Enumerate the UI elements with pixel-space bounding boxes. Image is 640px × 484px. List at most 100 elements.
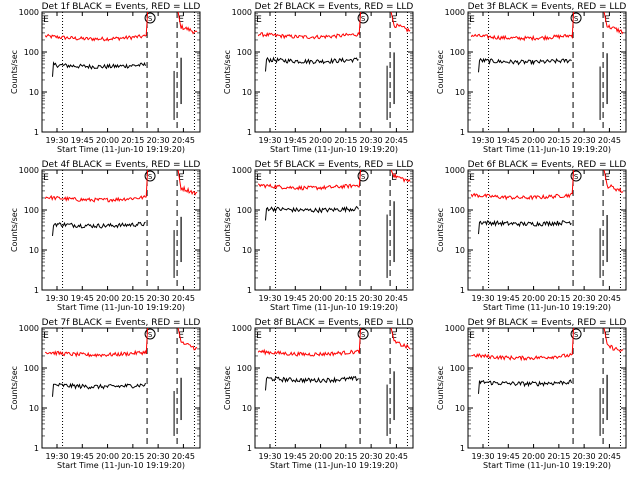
plot-frame <box>254 11 414 133</box>
lld-series-line <box>44 327 149 358</box>
y-tick-label: 1000 <box>445 324 465 333</box>
y-tick-label: 1 <box>34 128 39 137</box>
panel-title: Det 5f BLACK = Events, RED = LLD <box>255 160 414 170</box>
x-axis-label: Start Time (11-Jun-10 19:19:20) <box>270 303 398 312</box>
saa-marker-circle <box>570 170 582 182</box>
y-tick-label: 100 <box>24 364 39 373</box>
y-tick-label: 1 <box>247 128 252 137</box>
y-tick-label: 100 <box>237 48 252 57</box>
y-tick-label: 100 <box>24 48 39 57</box>
y-tick-label: 10 <box>455 404 465 413</box>
corner-marker-label: E <box>469 331 475 341</box>
plot-frame <box>467 169 627 291</box>
eclipse-marker-label: E <box>178 331 184 341</box>
lld-series-line <box>44 11 149 42</box>
y-axis-label: Counts/sec <box>10 366 19 410</box>
y-axis-label: Counts/sec <box>436 50 445 94</box>
corner-marker-label: E <box>43 173 49 183</box>
x-tick-label: 20:00 <box>309 294 332 303</box>
panel-5: Det 5f BLACK = Events, RED = LLD 1 10 100 10… <box>223 160 414 312</box>
y-tick-label: 100 <box>237 364 252 373</box>
eclipse-marker-label: E <box>391 331 397 341</box>
y-tick-label: 10 <box>242 404 252 413</box>
x-axis-label: Start Time (11-Jun-10 19:19:20) <box>483 145 611 154</box>
x-tick-label: 20:15 <box>334 294 357 303</box>
x-tick-label: 20:30 <box>360 136 383 145</box>
plot-frame <box>41 327 201 449</box>
panel-1: Det 1f BLACK = Events, RED = LLD 1 10 100 10… <box>10 2 201 154</box>
panel-title: Det 4f BLACK = Events, RED = LLD <box>42 160 201 170</box>
x-tick-label: 20:00 <box>96 452 119 461</box>
y-tick-label: 10 <box>29 404 39 413</box>
corner-marker-label: E <box>469 15 475 25</box>
saa-marker-label: S <box>574 173 579 181</box>
y-tick-label: 1 <box>460 444 465 453</box>
lld-series-line <box>471 327 575 362</box>
x-tick-label: 20:00 <box>309 452 332 461</box>
panel-9: Det 9f BLACK = Events, RED = LLD 1 10 100 10… <box>436 318 627 470</box>
y-tick-label: 100 <box>24 206 39 215</box>
saa-marker-label: S <box>148 331 153 339</box>
lld-series-line-post <box>390 169 411 183</box>
x-tick-label: 20:30 <box>147 452 170 461</box>
panel-title: Det 2f BLACK = Events, RED = LLD <box>255 2 414 12</box>
x-axis-label: Start Time (11-Jun-10 19:19:20) <box>270 145 398 154</box>
corner-marker-label: E <box>256 331 262 341</box>
x-tick-label: 19:45 <box>497 294 520 303</box>
x-axis-label: Start Time (11-Jun-10 19:19:20) <box>57 145 185 154</box>
panel-title: Det 8f BLACK = Events, RED = LLD <box>255 318 414 328</box>
y-tick-label: 100 <box>450 364 465 373</box>
y-axis-label: Counts/sec <box>436 366 445 410</box>
x-tick-label: 20:45 <box>172 136 195 145</box>
lld-series-line <box>44 169 149 203</box>
saa-marker-label: S <box>361 15 366 23</box>
x-tick-label: 20:45 <box>385 294 408 303</box>
plot-frame <box>254 327 414 449</box>
y-tick-label: 1000 <box>232 324 252 333</box>
events-series-line <box>265 375 359 391</box>
eclipse-marker-label: E <box>604 173 610 183</box>
events-series-line <box>478 57 572 73</box>
x-tick-label: 20:00 <box>522 452 545 461</box>
eclipse-marker-label: E <box>604 331 610 341</box>
y-tick-label: 1000 <box>232 166 252 175</box>
x-tick-label: 20:30 <box>147 136 170 145</box>
saa-marker-label: S <box>574 15 579 23</box>
x-tick-label: 20:45 <box>598 452 621 461</box>
x-tick-label: 19:45 <box>497 136 520 145</box>
x-tick-label: 19:45 <box>71 136 94 145</box>
panel-title: Det 9f BLACK = Events, RED = LLD <box>468 318 627 328</box>
lld-series-line-post <box>603 11 624 35</box>
y-tick-label: 1000 <box>445 166 465 175</box>
x-tick-label: 19:45 <box>284 294 307 303</box>
panel-4: Det 4f BLACK = Events, RED = LLD 1 10 100 10… <box>10 160 201 312</box>
events-series-line <box>52 382 146 397</box>
x-tick-label: 19:30 <box>471 294 494 303</box>
y-tick-label: 10 <box>29 88 39 97</box>
y-tick-label: 1000 <box>445 8 465 17</box>
panel-title: Det 1f BLACK = Events, RED = LLD <box>42 2 201 12</box>
y-axis-label: Counts/sec <box>223 208 232 252</box>
plot-frame <box>467 327 627 449</box>
y-tick-label: 1 <box>460 128 465 137</box>
lld-series-line <box>257 11 362 40</box>
x-tick-label: 20:45 <box>385 452 408 461</box>
x-tick-label: 20:30 <box>360 294 383 303</box>
panel-title: Det 6f BLACK = Events, RED = LLD <box>468 160 627 170</box>
x-axis-label: Start Time (11-Jun-10 19:19:20) <box>483 303 611 312</box>
x-tick-label: 19:45 <box>497 452 520 461</box>
y-tick-label: 1000 <box>19 324 39 333</box>
x-tick-label: 20:00 <box>96 294 119 303</box>
y-tick-label: 10 <box>455 88 465 97</box>
lld-series-line-post <box>177 11 198 35</box>
plot-frame <box>41 169 201 291</box>
x-tick-label: 20:00 <box>522 136 545 145</box>
x-axis-label: Start Time (11-Jun-10 19:19:20) <box>270 461 398 470</box>
saa-marker-label: S <box>361 331 366 339</box>
lld-series-line-post <box>177 169 198 196</box>
saa-marker-circle <box>357 170 369 182</box>
saa-marker-label: S <box>361 173 366 181</box>
eclipse-marker-label: E <box>604 15 610 25</box>
y-axis-label: Counts/sec <box>223 366 232 410</box>
